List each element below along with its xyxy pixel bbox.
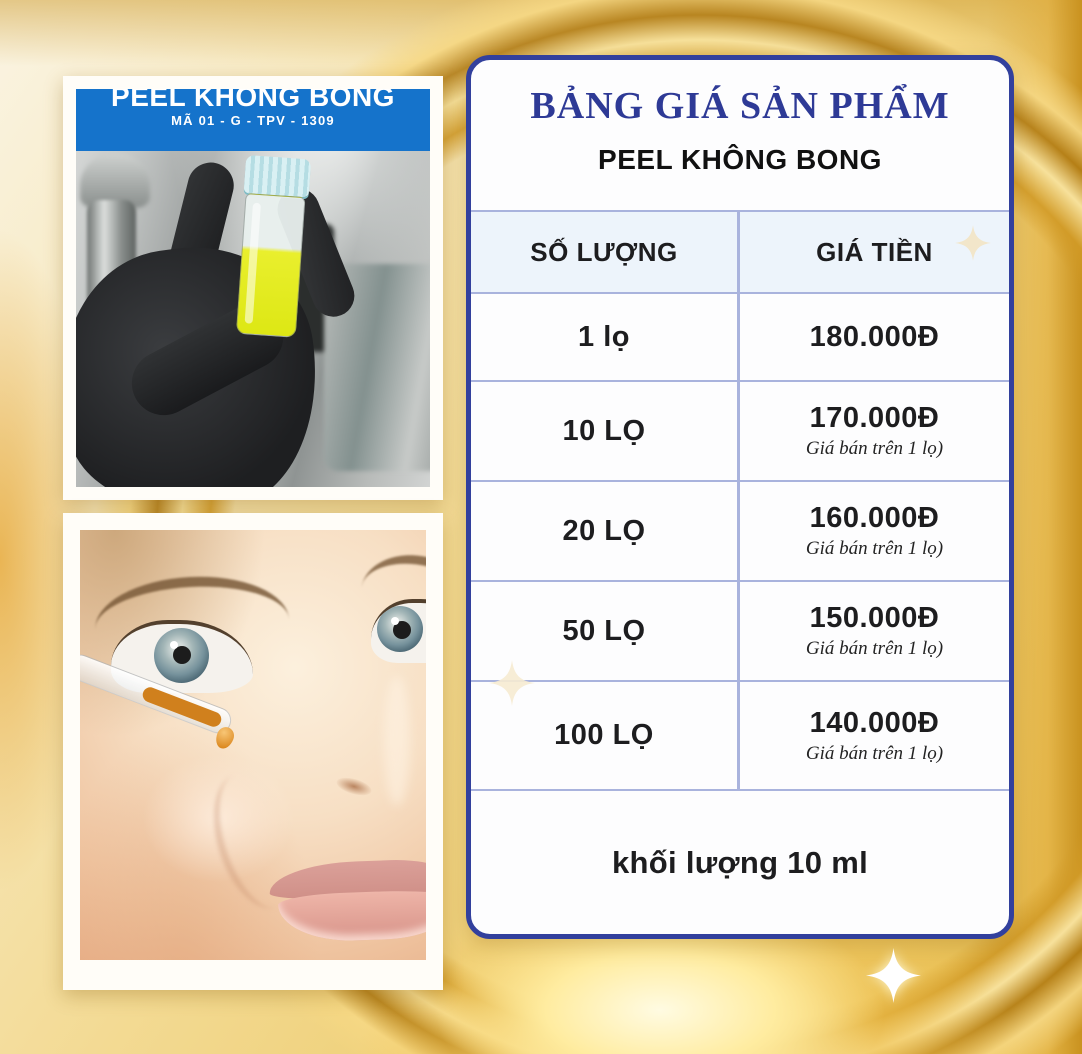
poster-title: BẢNG GIÁ SẢN PHẨM <box>530 85 950 127</box>
price-cell: 150.000Đ Giá bán trên 1 lọ) <box>740 582 1009 680</box>
lower-lip <box>277 888 426 944</box>
table-row: 20 LỌ 160.000Đ Giá bán trên 1 lọ) <box>471 482 1009 582</box>
price-table: SỐ LƯỢNG GIÁ TIỀN 1 lọ 180.000Đ 10 LỌ 17… <box>471 210 1009 791</box>
model-photo <box>63 513 443 990</box>
face-photo <box>80 530 426 960</box>
column-header-quantity: SỐ LƯỢNG <box>471 212 740 292</box>
eye <box>111 620 253 694</box>
quantity-cell: 1 lọ <box>471 294 740 380</box>
eye-glint <box>390 616 399 625</box>
column-header-price: GIÁ TIỀN <box>816 236 933 267</box>
table-row: 50 LỌ 150.000Đ Giá bán trên 1 lọ) <box>471 582 1009 682</box>
eye <box>370 598 426 663</box>
sparkle-icon <box>866 948 921 1003</box>
volume-note: khối lượng 10 ml <box>612 844 868 880</box>
product-name: PEEL KHÔNG BONG <box>598 144 882 175</box>
product-label-title: PEEL KHÔNG BONG <box>111 89 395 112</box>
table-header-row: SỐ LƯỢNG GIÁ TIỀN <box>471 212 1009 294</box>
iris <box>376 606 423 653</box>
lab-equipment <box>79 152 151 209</box>
price-value: 140.000Đ <box>809 706 940 739</box>
table-row: 1 lọ 180.000Đ <box>471 294 1009 382</box>
quantity-cell: 100 LỌ <box>471 682 740 789</box>
cheek-highlight <box>142 753 295 883</box>
quantity-cell: 20 LỌ <box>471 482 740 580</box>
pupil <box>392 621 411 640</box>
price-note: Giá bán trên 1 lọ) <box>805 742 944 764</box>
eye-glint <box>170 640 179 649</box>
price-value: 160.000Đ <box>809 502 940 534</box>
quantity-cell: 10 LỌ <box>471 382 740 480</box>
lab-photo: PEEL KHÔNG BONG MÃ 01 - G - TPV - 1309 <box>76 89 430 487</box>
price-value: 180.000Đ <box>809 320 940 353</box>
table-row: 10 LỌ 170.000Đ Giá bán trên 1 lọ) <box>471 382 1009 482</box>
table-row: 100 LỌ 140.000Đ Giá bán trên 1 lọ) <box>471 682 1009 791</box>
price-note: Giá bán trên 1 lọ) <box>805 638 944 659</box>
pupil <box>172 646 191 665</box>
product-photo: PEEL KHÔNG BONG MÃ 01 - G - TPV - 1309 <box>63 76 443 500</box>
product-label-code: MÃ 01 - G - TPV - 1309 <box>171 113 335 128</box>
price-cell: 160.000Đ Giá bán trên 1 lọ) <box>740 482 1009 580</box>
price-cell: 180.000Đ <box>740 294 1009 380</box>
price-value: 170.000Đ <box>809 402 940 434</box>
price-value: 150.000Đ <box>809 602 940 634</box>
price-cell: 140.000Đ Giá bán trên 1 lọ) <box>740 682 1009 789</box>
lips <box>269 857 426 944</box>
nostril <box>334 774 374 800</box>
price-note: Giá bán trên 1 lọ) <box>805 438 944 459</box>
vial-cap <box>243 154 312 197</box>
price-note: Giá bán trên 1 lọ) <box>805 538 944 559</box>
nose-highlight <box>384 676 411 807</box>
sparkle-icon <box>955 225 991 261</box>
product-label-banner: PEEL KHÔNG BONG MÃ 01 - G - TPV - 1309 <box>76 89 430 151</box>
price-cell: 170.000Đ Giá bán trên 1 lọ) <box>740 382 1009 480</box>
sparkle-icon <box>489 660 535 706</box>
iris <box>153 628 209 684</box>
quantity-cell: 50 LỌ <box>471 582 740 680</box>
price-card: BẢNG GIÁ SẢN PHẨM PEEL KHÔNG BONG SỐ LƯỢ… <box>466 55 1014 939</box>
